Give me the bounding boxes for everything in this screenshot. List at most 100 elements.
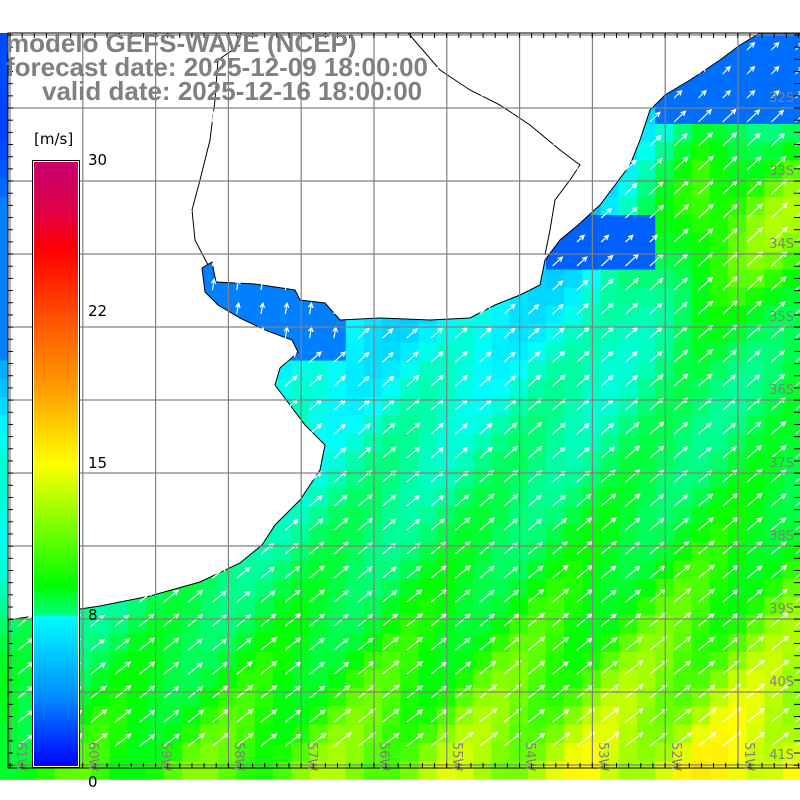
speed-cell bbox=[691, 178, 711, 198]
speed-cell bbox=[746, 542, 765, 562]
speed-cell bbox=[345, 488, 365, 507]
speed-cell bbox=[327, 670, 347, 689]
wind-arrow bbox=[503, 41, 514, 51]
wind-arrow bbox=[795, 261, 800, 267]
speed-cell bbox=[673, 688, 693, 707]
wind-arrow bbox=[697, 89, 707, 99]
wind-arrow bbox=[90, 376, 103, 387]
wind-arrow bbox=[16, 159, 22, 171]
wind-arrow bbox=[552, 159, 564, 171]
wind-arrow bbox=[552, 207, 564, 219]
lat-lon-grid bbox=[8, 33, 800, 768]
speed-cell bbox=[254, 761, 274, 780]
speed-cell bbox=[746, 324, 765, 343]
speed-cell bbox=[327, 324, 347, 343]
speed-cell bbox=[491, 360, 511, 380]
speed-cell bbox=[127, 761, 147, 780]
wind-arrow bbox=[455, 517, 471, 531]
speed-cell bbox=[491, 378, 511, 398]
wind-arrow bbox=[722, 227, 739, 243]
wind-arrow bbox=[600, 565, 617, 579]
wind-arrow bbox=[139, 446, 153, 459]
speed-cell bbox=[691, 670, 711, 689]
wind-arrow bbox=[552, 256, 564, 267]
wind-arrow bbox=[357, 327, 371, 339]
speed-cell bbox=[691, 378, 711, 398]
wind-arrow bbox=[382, 65, 392, 75]
wind-arrow bbox=[673, 41, 683, 51]
speed-cell bbox=[782, 306, 800, 325]
wind-arrow bbox=[309, 637, 326, 651]
speed-cell bbox=[473, 742, 492, 762]
wind-arrow bbox=[625, 612, 642, 627]
speed-cell bbox=[746, 196, 765, 216]
speed-cell bbox=[637, 269, 656, 289]
speed-cell bbox=[782, 233, 800, 252]
wind-arrow bbox=[137, 253, 144, 267]
wind-arrow bbox=[113, 301, 120, 315]
wind-arrow bbox=[114, 614, 130, 627]
wind-arrow bbox=[576, 184, 588, 195]
speed-cell bbox=[600, 742, 620, 762]
speed-cell bbox=[709, 433, 729, 453]
speed-cell bbox=[273, 651, 292, 671]
wind-arrow bbox=[210, 229, 217, 243]
wind-arrow bbox=[770, 659, 790, 675]
wind-arrow bbox=[770, 226, 788, 243]
speed-cell bbox=[564, 724, 583, 744]
speed-cell bbox=[473, 342, 492, 362]
wind-arrow bbox=[479, 565, 495, 579]
speed-cell bbox=[564, 506, 583, 525]
wind-arrow bbox=[406, 422, 421, 435]
wind-arrow bbox=[236, 352, 248, 363]
wind-arrow bbox=[259, 229, 265, 243]
wind-arrow bbox=[795, 381, 800, 387]
wind-arrow bbox=[406, 374, 420, 387]
speed-cell bbox=[418, 633, 438, 653]
speed-cell bbox=[418, 651, 438, 671]
wind-arrow bbox=[454, 208, 466, 219]
speed-cell bbox=[345, 688, 365, 707]
wind-arrow bbox=[625, 63, 636, 75]
wind-arrow bbox=[600, 207, 613, 219]
wind-arrow bbox=[308, 205, 314, 219]
speed-cell bbox=[309, 761, 329, 780]
wind-arrow bbox=[479, 517, 495, 531]
wind-arrow bbox=[625, 40, 636, 51]
speed-cell bbox=[691, 142, 711, 161]
speed-cell bbox=[182, 688, 201, 707]
wind-arrow bbox=[576, 136, 588, 147]
wind-arrow bbox=[357, 89, 368, 99]
wind-arrow bbox=[284, 709, 302, 723]
wind-arrow bbox=[235, 110, 241, 123]
speed-cell bbox=[782, 124, 800, 143]
speed-cell bbox=[127, 651, 147, 671]
wind-arrow bbox=[479, 637, 496, 651]
speed-cell bbox=[145, 761, 165, 780]
wind-arrow bbox=[357, 161, 368, 171]
speed-cell bbox=[637, 324, 656, 343]
lat-label: 35S bbox=[769, 310, 794, 325]
wind-arrow bbox=[16, 112, 22, 123]
speed-cell bbox=[382, 651, 401, 671]
wind-arrow bbox=[260, 566, 276, 579]
speed-cell bbox=[691, 324, 711, 343]
speed-cell bbox=[382, 506, 401, 525]
wind-arrow bbox=[625, 565, 641, 579]
speed-cell bbox=[400, 397, 420, 416]
wind-arrow bbox=[357, 517, 373, 531]
wind-arrow bbox=[17, 495, 31, 507]
wind-arrow bbox=[746, 541, 763, 555]
wind-arrow bbox=[406, 565, 422, 579]
wind-arrow bbox=[795, 693, 800, 699]
wind-arrow bbox=[673, 110, 687, 123]
speed-cell bbox=[546, 451, 565, 471]
speed-cell bbox=[345, 560, 365, 580]
wind-arrow bbox=[357, 351, 370, 363]
speed-cell bbox=[600, 287, 620, 307]
wind-arrow bbox=[89, 182, 95, 195]
speed-cell bbox=[637, 215, 656, 234]
speed-cell bbox=[455, 324, 474, 343]
wind-arrow bbox=[430, 494, 445, 507]
wind-arrow bbox=[163, 661, 180, 675]
